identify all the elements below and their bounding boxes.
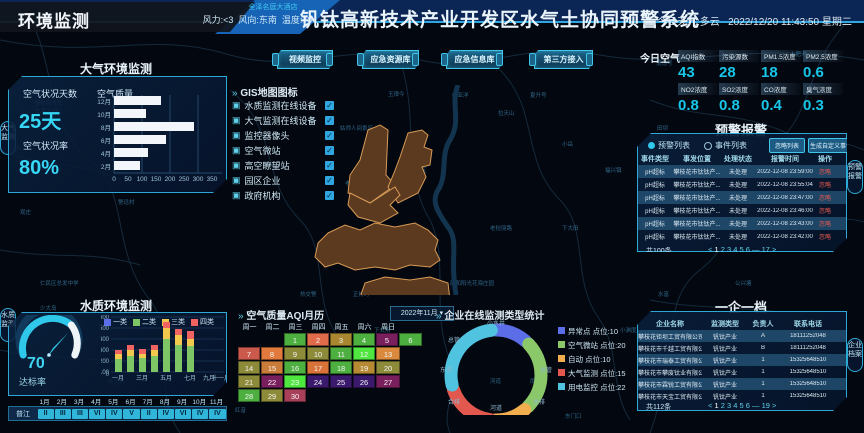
svg-text:4月: 4月 [101, 150, 111, 158]
svg-text:100: 100 [137, 176, 148, 183]
svg-text:三月: 三月 [136, 375, 148, 382]
svg-text:50: 50 [124, 176, 132, 183]
svg-text:10月: 10月 [97, 111, 111, 119]
svg-text:600: 600 [101, 315, 110, 321]
svg-text:6月: 6月 [101, 137, 111, 145]
svg-text:500: 500 [101, 326, 110, 332]
svg-text:300: 300 [193, 176, 204, 183]
svg-text:200: 200 [101, 359, 110, 365]
svg-text:七月: 七月 [184, 374, 196, 382]
svg-text:十一月: 十一月 [212, 374, 226, 382]
svg-text:350: 350 [207, 176, 218, 183]
svg-text:小水井: 小水井 [487, 320, 505, 327]
svg-text:0: 0 [112, 176, 116, 183]
svg-text:总管: 总管 [448, 336, 460, 344]
svg-text:8月: 8月 [101, 124, 111, 132]
svg-text:总管: 总管 [540, 366, 552, 374]
svg-text:400: 400 [101, 337, 110, 343]
svg-text:东港: 东港 [440, 366, 452, 374]
svg-text:河道: 河道 [490, 404, 502, 412]
svg-text:300: 300 [101, 348, 110, 354]
svg-text:2月: 2月 [101, 163, 111, 171]
svg-text:总排: 总排 [533, 398, 545, 406]
svg-text:五月: 五月 [160, 375, 172, 382]
svg-text:合排: 合排 [448, 398, 460, 406]
svg-text:12月: 12月 [97, 98, 111, 106]
svg-text:一月: 一月 [112, 375, 124, 382]
svg-text:200: 200 [165, 176, 176, 183]
svg-text:150: 150 [151, 176, 162, 183]
svg-text:0: 0 [106, 372, 110, 378]
svg-text:250: 250 [179, 176, 190, 183]
